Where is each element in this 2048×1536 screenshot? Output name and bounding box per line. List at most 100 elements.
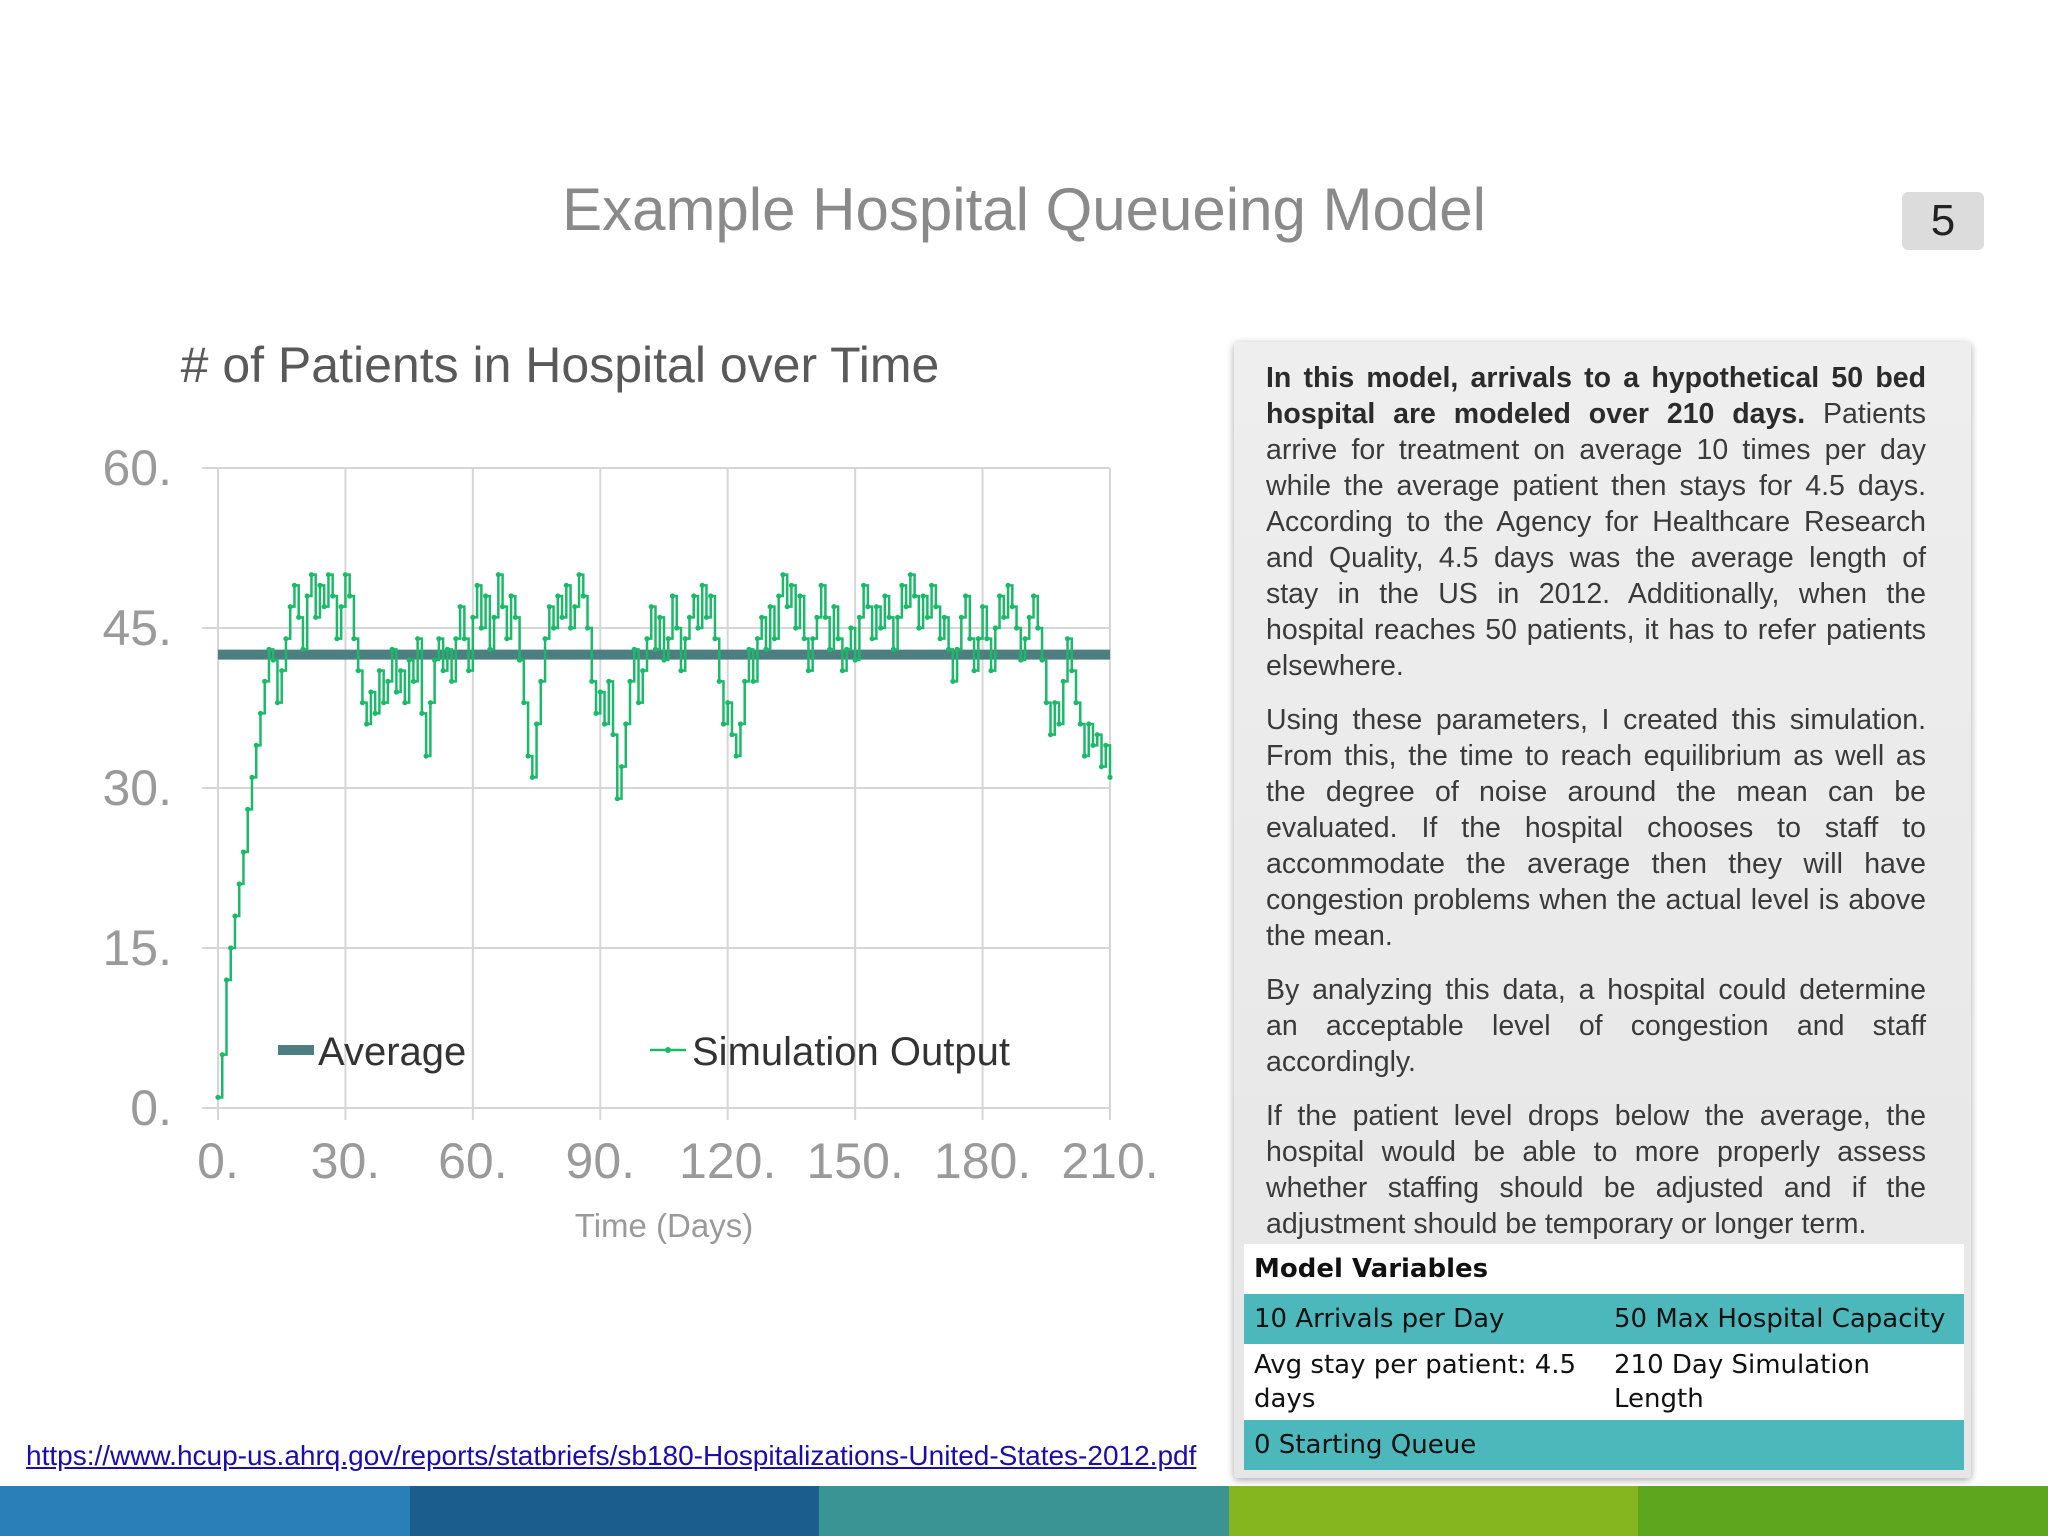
data-point-simulation-output bbox=[236, 881, 242, 887]
data-point-simulation-output bbox=[831, 604, 837, 610]
slide-title: Example Hospital Queueing Model bbox=[562, 176, 1486, 243]
footer-segment bbox=[1228, 1486, 1639, 1536]
data-point-simulation-output bbox=[487, 646, 493, 652]
data-point-simulation-output bbox=[512, 614, 518, 620]
data-point-simulation-output bbox=[631, 646, 637, 652]
data-point-simulation-output bbox=[393, 689, 399, 695]
info-paragraph-2: Using these parameters, I created this s… bbox=[1266, 704, 1926, 952]
data-point-simulation-output bbox=[550, 625, 557, 631]
data-point-simulation-output bbox=[1005, 582, 1011, 588]
data-point-simulation-output bbox=[1052, 700, 1058, 706]
data-point-simulation-output bbox=[988, 668, 994, 674]
data-point-simulation-output bbox=[381, 700, 387, 706]
y-tick-label: 30. bbox=[102, 760, 172, 816]
data-point-simulation-output bbox=[975, 636, 981, 642]
data-point-simulation-output bbox=[338, 604, 344, 610]
data-point-simulation-output bbox=[962, 593, 969, 599]
data-point-simulation-output bbox=[967, 636, 973, 642]
data-point-simulation-output bbox=[533, 721, 540, 727]
table-cell: 50 Max Hospital Capacity bbox=[1604, 1294, 1964, 1344]
data-point-simulation-output bbox=[720, 721, 727, 727]
data-point-simulation-output bbox=[1094, 732, 1100, 738]
data-point-simulation-output bbox=[317, 582, 323, 588]
chart-title: # of Patients in Hospital over Time bbox=[181, 337, 940, 393]
data-point-simulation-output bbox=[385, 678, 391, 684]
data-point-simulation-output bbox=[1060, 678, 1066, 684]
data-point-simulation-output bbox=[325, 572, 332, 578]
data-point-simulation-output bbox=[1056, 721, 1062, 727]
table-header: Model Variables bbox=[1244, 1244, 1964, 1294]
x-axis-ticks: 0. 30. 60. 90. 120. 150. 180. 210. bbox=[197, 1133, 1159, 1189]
data-point-simulation-output bbox=[563, 582, 569, 588]
data-point-simulation-output bbox=[746, 646, 752, 652]
chart-grid bbox=[202, 467, 1111, 1120]
table-cell: Avg stay per patient: 4.5 days bbox=[1244, 1344, 1604, 1420]
data-point-simulation-output bbox=[623, 721, 629, 727]
chart-legend: Average Simulation Output bbox=[278, 1030, 1010, 1074]
data-point-simulation-output bbox=[644, 636, 650, 642]
y-axis-ticks: 0. 15. 30. 45. 60. bbox=[102, 440, 172, 1136]
data-point-simulation-output bbox=[865, 604, 871, 610]
data-point-simulation-output bbox=[678, 668, 684, 674]
data-point-simulation-output bbox=[274, 700, 281, 706]
data-point-simulation-output bbox=[270, 657, 276, 663]
data-point-simulation-output bbox=[750, 678, 756, 684]
data-point-simulation-output bbox=[483, 593, 489, 599]
data-point-simulation-output bbox=[300, 646, 306, 652]
data-point-simulation-output bbox=[499, 604, 506, 610]
data-point-simulation-output bbox=[890, 646, 896, 652]
data-point-simulation-output bbox=[784, 604, 790, 610]
footer-segment bbox=[409, 1486, 820, 1536]
data-point-simulation-output bbox=[818, 582, 824, 588]
data-point-simulation-output bbox=[848, 625, 854, 631]
data-point-simulation-output bbox=[1018, 657, 1024, 663]
data-point-simulation-output bbox=[470, 614, 476, 620]
x-tick-label: 30. bbox=[311, 1133, 381, 1189]
data-point-simulation-output bbox=[279, 668, 285, 674]
data-point-simulation-output bbox=[287, 604, 293, 610]
data-point-simulation-output bbox=[797, 593, 803, 599]
info-intro-rest: Patients arrive for treatment on average… bbox=[1266, 398, 1926, 682]
x-tick-label: 60. bbox=[438, 1133, 508, 1189]
data-point-simulation-output bbox=[219, 1052, 225, 1058]
data-point-simulation-output bbox=[351, 636, 357, 642]
data-point-simulation-output bbox=[899, 582, 905, 588]
data-point-simulation-output bbox=[415, 636, 421, 642]
data-point-simulation-output bbox=[793, 625, 799, 631]
footer-color-bar bbox=[0, 1486, 2048, 1536]
footer-segment bbox=[1638, 1486, 2048, 1536]
data-point-simulation-output bbox=[410, 678, 416, 684]
data-point-simulation-output bbox=[708, 593, 714, 599]
data-point-simulation-output bbox=[729, 732, 735, 738]
data-point-simulation-output bbox=[686, 614, 693, 620]
legend-label-simulation: Simulation Output bbox=[692, 1030, 1010, 1074]
data-point-simulation-output bbox=[950, 678, 956, 684]
data-point-simulation-output bbox=[1030, 593, 1037, 599]
data-point-simulation-output bbox=[742, 678, 748, 684]
data-point-simulation-output bbox=[733, 753, 739, 759]
table-cell bbox=[1604, 1420, 1964, 1470]
data-point-simulation-output bbox=[427, 700, 433, 706]
data-point-simulation-output bbox=[1073, 700, 1079, 706]
data-point-simulation-output bbox=[215, 1094, 221, 1100]
footer-segment bbox=[0, 1486, 410, 1536]
data-point-simulation-output bbox=[474, 582, 480, 588]
data-point-simulation-output bbox=[606, 678, 612, 684]
data-point-simulation-output bbox=[372, 710, 378, 716]
data-point-simulation-output bbox=[610, 732, 616, 738]
data-point-simulation-output bbox=[347, 593, 353, 599]
data-point-simulation-output bbox=[907, 572, 913, 578]
data-point-simulation-output bbox=[296, 614, 302, 620]
data-point-simulation-output bbox=[869, 636, 875, 642]
data-point-simulation-output bbox=[525, 753, 531, 759]
data-point-simulation-output bbox=[844, 646, 850, 652]
data-point-simulation-output bbox=[920, 593, 926, 599]
source-link[interactable]: https://www.hcup-us.ahrq.gov/reports/sta… bbox=[26, 1440, 1197, 1471]
data-point-simulation-output bbox=[1077, 721, 1083, 727]
data-point-simulation-output bbox=[559, 614, 565, 620]
x-tick-label: 210. bbox=[1061, 1133, 1158, 1189]
data-point-simulation-output bbox=[257, 710, 264, 716]
data-point-simulation-output bbox=[648, 604, 654, 610]
data-point-simulation-output bbox=[822, 614, 829, 620]
data-point-simulation-output bbox=[555, 593, 561, 599]
